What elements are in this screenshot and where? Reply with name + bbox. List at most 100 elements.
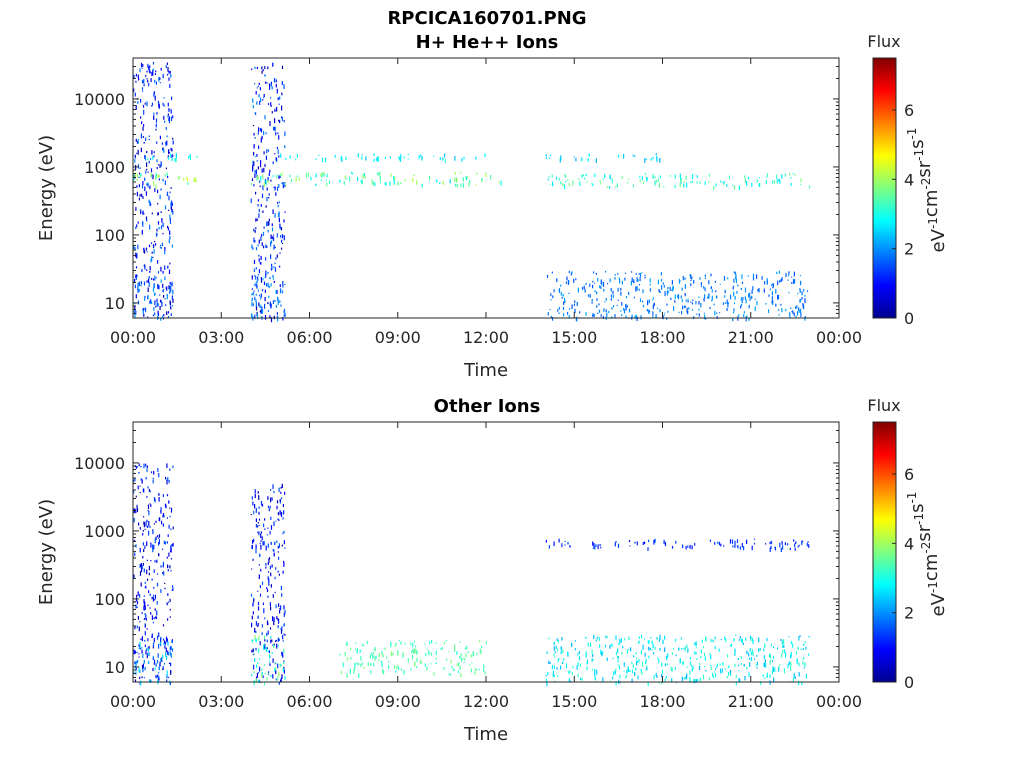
flux-cell	[372, 183, 374, 185]
flux-cell	[168, 156, 170, 160]
flux-cell	[143, 603, 145, 608]
flux-cell	[592, 659, 594, 661]
flux-cell	[789, 172, 791, 176]
flux-cell	[634, 541, 636, 544]
flux-cell	[659, 175, 661, 179]
flux-cell	[169, 71, 171, 74]
flux-cell	[148, 488, 150, 492]
flux-cell	[718, 541, 721, 546]
flux-cell	[574, 308, 576, 313]
flux-cell	[581, 677, 583, 681]
flux-cell	[652, 311, 654, 316]
flux-cell	[276, 106, 278, 112]
flux-cell	[137, 149, 139, 155]
flux-cell	[548, 545, 550, 549]
flux-cell	[151, 102, 154, 106]
flux-cell	[693, 679, 695, 684]
flux-cell	[687, 545, 689, 548]
flux-cell	[283, 310, 285, 313]
flux-cell	[275, 132, 277, 136]
flux-cell	[439, 182, 441, 185]
flux-cell	[715, 290, 717, 293]
flux-cell	[154, 292, 156, 296]
flux-cell	[289, 155, 291, 159]
flux-cell	[623, 670, 625, 672]
flux-cell	[617, 656, 619, 659]
flux-cell	[608, 310, 610, 314]
flux-cell	[166, 172, 168, 176]
flux-cell	[254, 635, 256, 640]
flux-cell	[481, 178, 483, 183]
flux-cell	[564, 174, 566, 177]
flux-cell	[158, 542, 160, 546]
flux-cell	[735, 674, 737, 678]
flux-cell	[135, 172, 137, 177]
flux-cell	[279, 300, 281, 303]
flux-cell	[315, 183, 317, 187]
flux-cell	[735, 274, 737, 276]
flux-cell	[162, 514, 164, 518]
flux-cell	[164, 247, 166, 251]
flux-cell	[139, 209, 141, 212]
flux-cell	[154, 594, 156, 600]
flux-cell	[165, 652, 167, 657]
flux-cell	[775, 289, 777, 294]
flux-cell	[154, 667, 156, 670]
flux-cell	[260, 545, 262, 550]
flux-cell	[168, 480, 170, 484]
flux-cell	[252, 165, 254, 170]
flux-cell	[140, 648, 142, 650]
flux-cell	[145, 650, 147, 655]
flux-cell	[628, 178, 630, 180]
flux-cell	[446, 658, 448, 661]
flux-cell	[165, 636, 168, 642]
flux-cell	[325, 157, 327, 160]
flux-cell	[282, 652, 284, 657]
flux-cell	[145, 614, 147, 620]
flux-cell	[166, 463, 168, 468]
flux-cell	[690, 274, 692, 279]
flux-cell	[134, 313, 136, 318]
flux-cell	[779, 179, 781, 184]
flux-cell	[163, 104, 165, 107]
flux-cell	[765, 177, 767, 179]
flux-cell	[257, 491, 259, 494]
flux-cell	[146, 628, 148, 630]
flux-cell	[441, 647, 443, 650]
flux-cell	[146, 654, 148, 659]
flux-cell	[808, 544, 810, 548]
flux-cell	[697, 679, 699, 682]
flux-cell	[272, 209, 274, 214]
flux-cell	[744, 175, 746, 178]
flux-cell	[166, 191, 169, 197]
colorbar-tick-label: 6	[904, 101, 914, 120]
flux-cell	[172, 115, 174, 119]
flux-cell	[642, 304, 645, 308]
flux-cell	[646, 665, 648, 668]
flux-cell	[279, 223, 281, 228]
flux-cell	[355, 642, 357, 644]
flux-cell	[585, 636, 587, 639]
flux-cell	[460, 653, 462, 657]
flux-cell	[769, 288, 771, 291]
flux-cell	[262, 675, 264, 679]
flux-cell	[575, 278, 577, 281]
flux-cell	[193, 177, 195, 180]
flux-cell	[569, 308, 571, 310]
flux-cell	[452, 668, 454, 671]
flux-cell	[710, 666, 712, 670]
flux-cell	[255, 507, 257, 513]
flux-cell	[167, 676, 169, 679]
flux-cell	[421, 661, 423, 664]
flux-cell	[704, 287, 706, 292]
flux-cell	[797, 646, 799, 651]
flux-cell	[799, 299, 802, 302]
flux-cell	[722, 662, 724, 666]
flux-cell	[585, 173, 587, 177]
flux-cell	[154, 538, 156, 544]
flux-cell	[278, 175, 280, 179]
flux-cell	[152, 656, 154, 660]
flux-cell	[472, 651, 475, 657]
flux-cell	[704, 277, 707, 279]
flux-cell	[806, 542, 808, 547]
